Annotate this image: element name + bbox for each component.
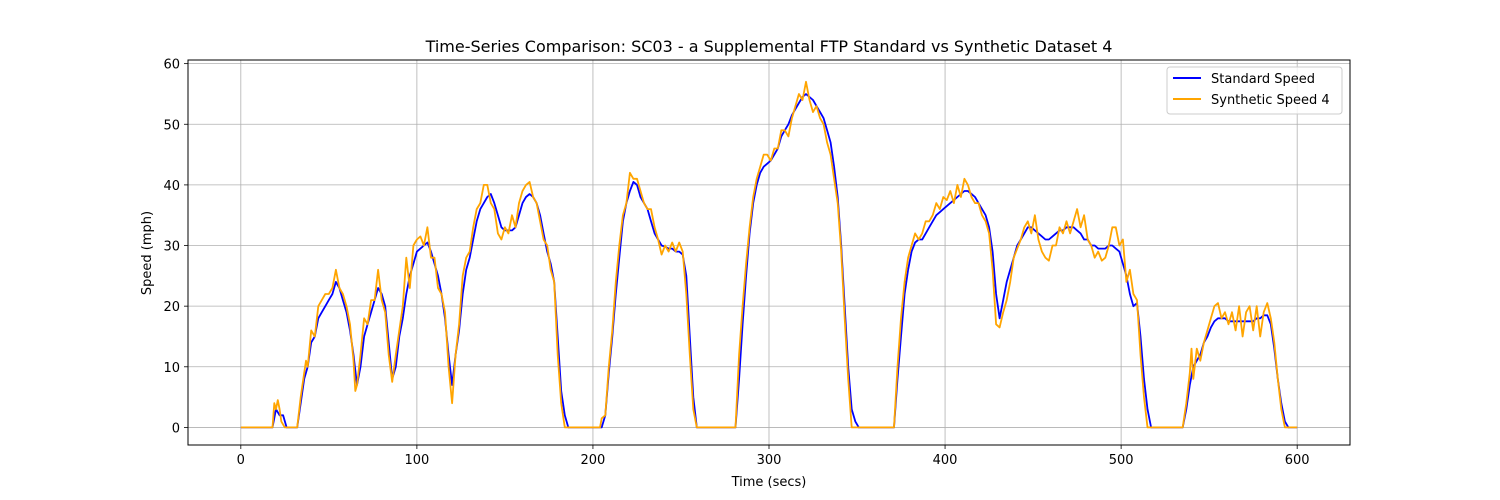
series-line-synthetic-speed-4 — [240, 80, 1298, 429]
y-tick-label: 60 — [163, 58, 180, 73]
y-tick-label: 50 — [163, 118, 180, 133]
x-axis-label: Time (secs) — [731, 475, 807, 490]
x-tick-label: 200 — [581, 453, 606, 468]
x-tick-label: 100 — [404, 453, 429, 468]
y-axis: 0 10 20 30 40 50 60 — [163, 58, 188, 436]
y-tick-label: 10 — [163, 361, 180, 376]
x-tick-label: 300 — [757, 453, 782, 468]
y-axis-label: Speed (mph) — [140, 211, 155, 295]
legend-label-synthetic: Synthetic Speed 4 — [1211, 93, 1330, 108]
y-tick-label: 40 — [163, 179, 180, 194]
y-tick-label: 20 — [163, 300, 180, 315]
x-axis: 0 100 200 300 400 500 600 — [237, 445, 1310, 468]
legend: Standard Speed Synthetic Speed 4 — [1166, 66, 1343, 115]
x-tick-label: 600 — [1285, 453, 1310, 468]
grid — [188, 60, 1350, 445]
x-tick-label: 0 — [237, 453, 245, 468]
x-tick-label: 400 — [933, 453, 958, 468]
series-layer — [240, 80, 1298, 429]
y-tick-label: 0 — [172, 421, 180, 436]
y-tick-label: 30 — [163, 240, 180, 255]
legend-label-standard: Standard Speed — [1211, 72, 1315, 87]
x-tick-label: 500 — [1109, 453, 1134, 468]
legend-frame — [1166, 66, 1343, 115]
chart-title: Time-Series Comparison: SC03 - a Supplem… — [425, 37, 1113, 56]
